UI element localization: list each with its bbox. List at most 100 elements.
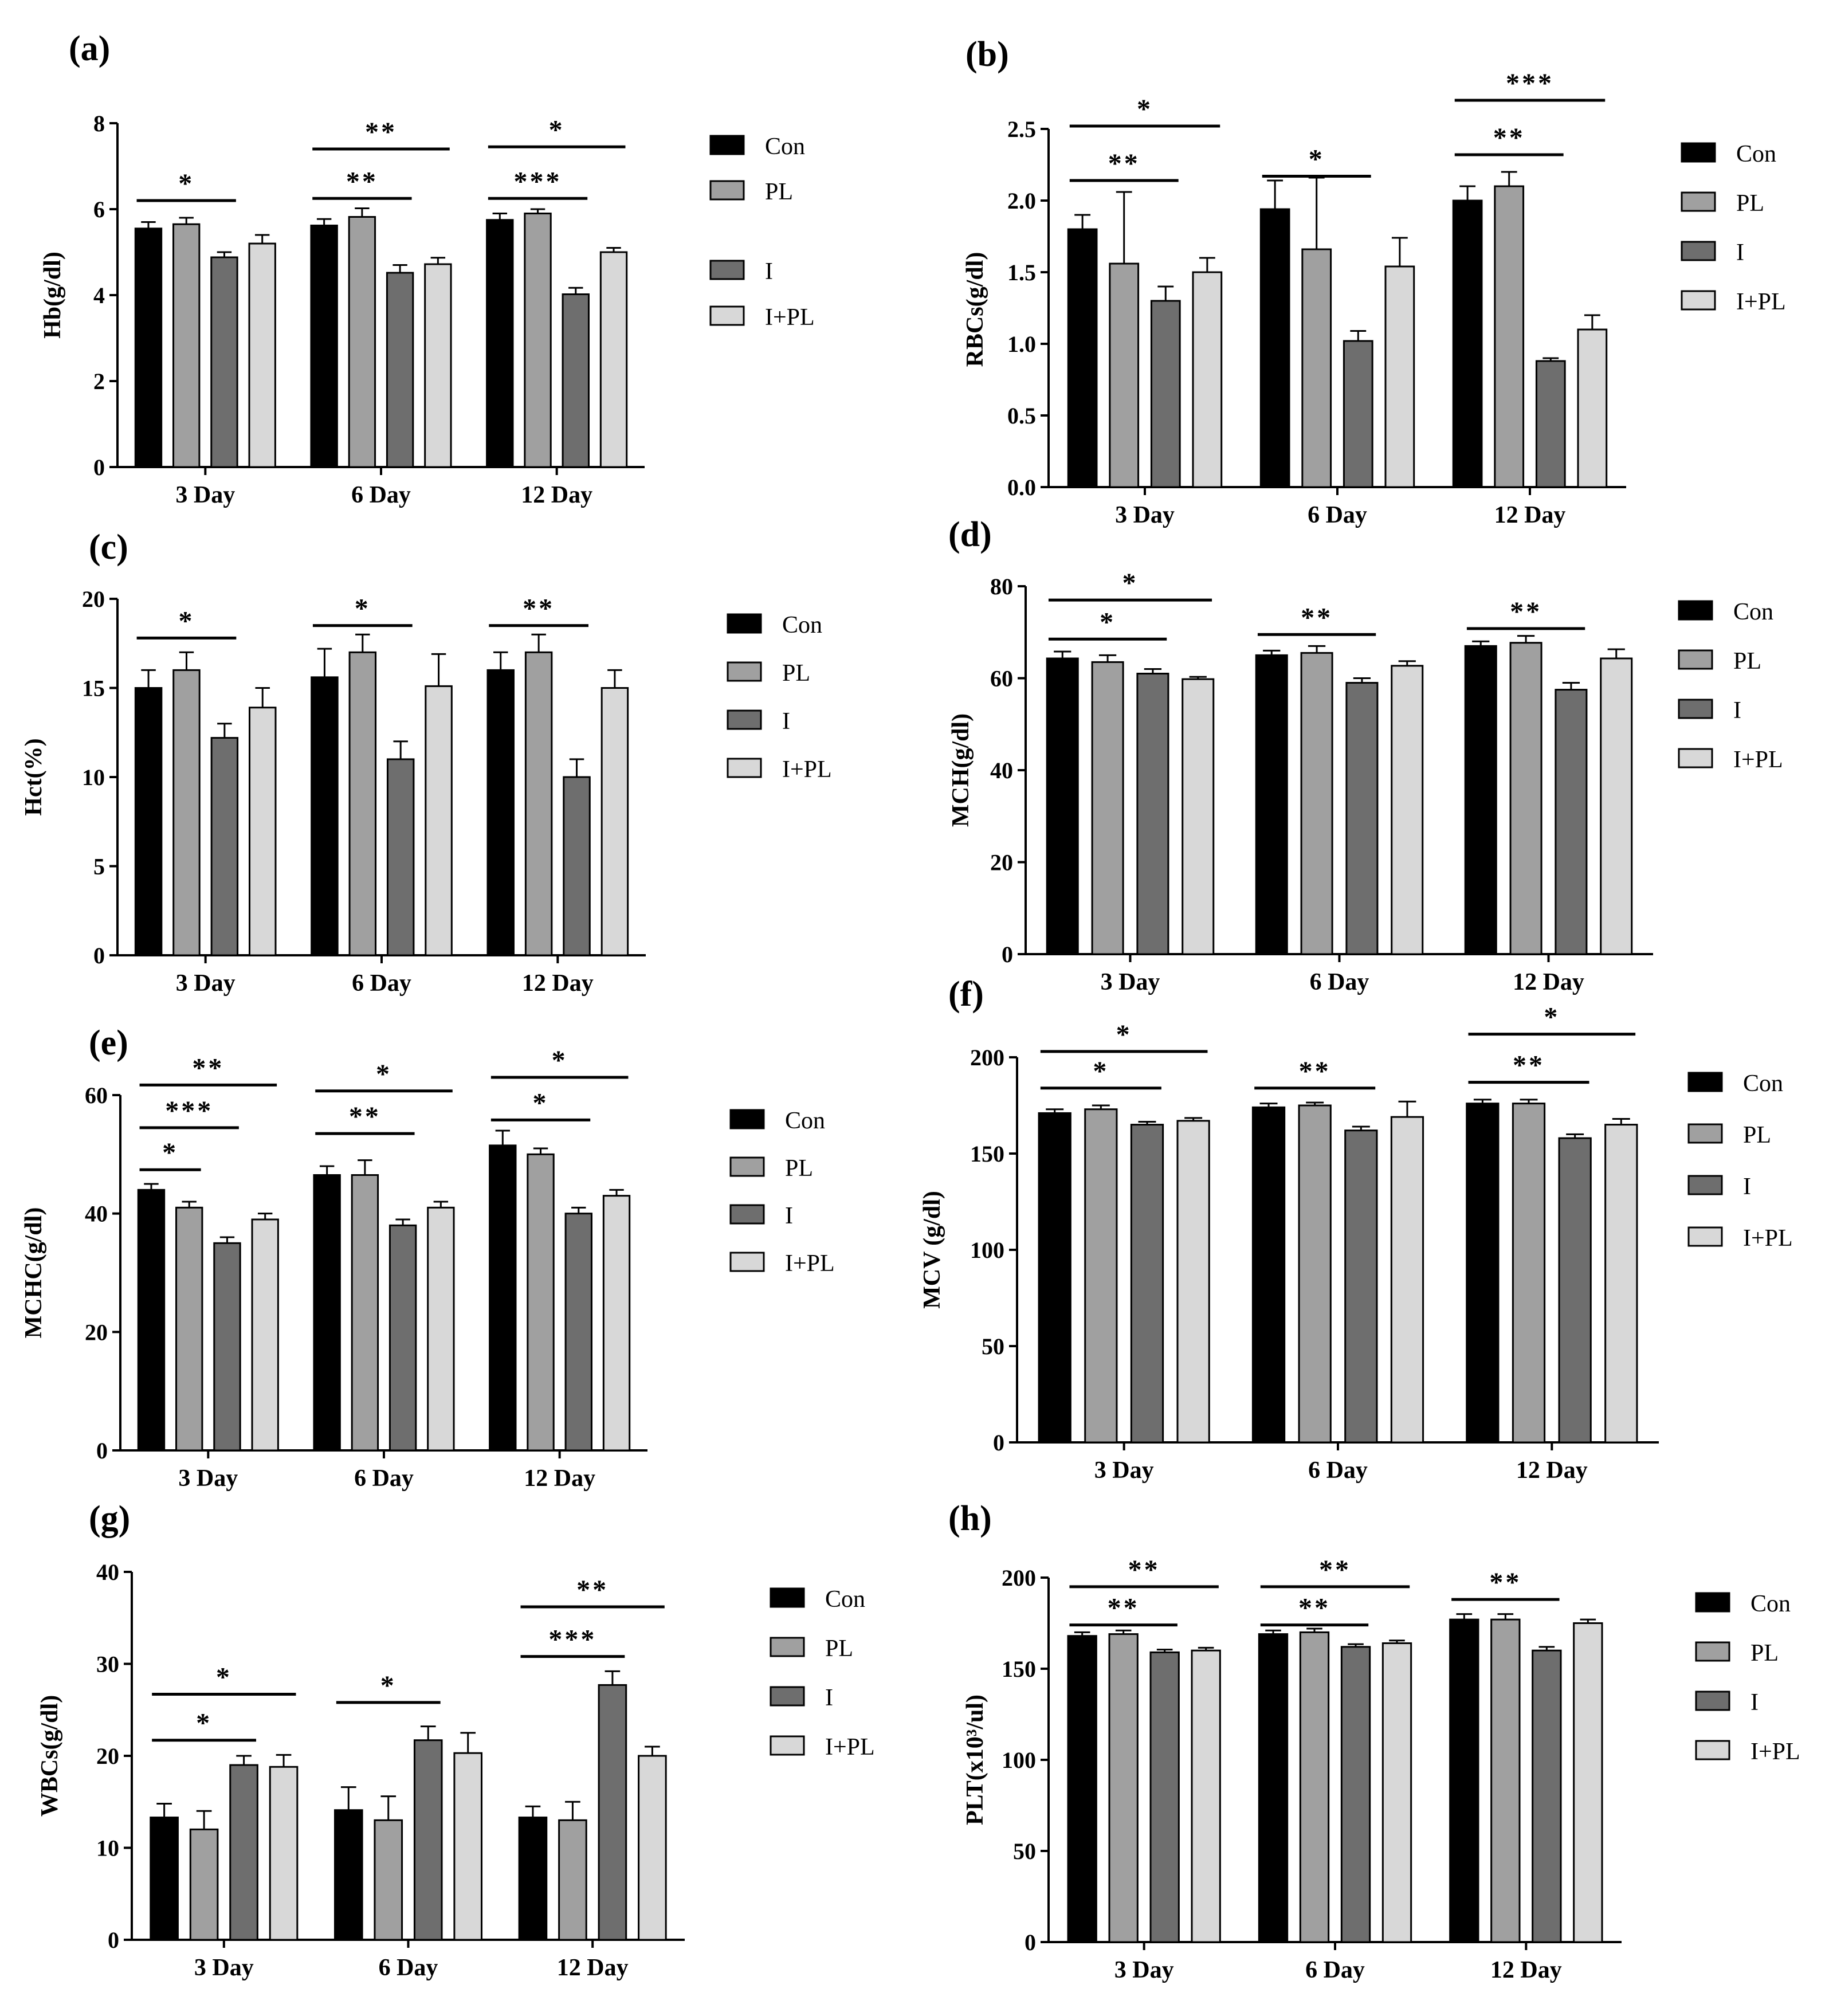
panel-h: (h) PLT(x10³/ul) 0 50 100 150 200 3 Day 6 Day 12 … bbox=[948, 1499, 1800, 1983]
legend-label: Con bbox=[765, 134, 805, 160]
bar-pl bbox=[348, 216, 376, 468]
bar-pl bbox=[527, 1153, 555, 1452]
significance-marker: *** bbox=[1506, 68, 1554, 99]
bar-i bbox=[1136, 672, 1169, 955]
legend-label: I bbox=[785, 1203, 793, 1229]
legend-swatch bbox=[1695, 1592, 1730, 1613]
significance-marker: ** bbox=[365, 117, 397, 147]
significance-marker: ** bbox=[1128, 1555, 1160, 1585]
legend-label: I bbox=[825, 1685, 833, 1711]
bar-pl bbox=[1490, 1618, 1521, 1943]
bar-con bbox=[486, 669, 515, 956]
legend-swatch bbox=[770, 1686, 805, 1707]
y-tick-label: 60 bbox=[990, 666, 1013, 692]
legend-swatch bbox=[1678, 748, 1713, 768]
significance-marker: ** bbox=[1493, 123, 1525, 153]
significance-marker: * bbox=[376, 1059, 392, 1089]
bar-con bbox=[1464, 645, 1497, 955]
legend-swatch bbox=[729, 1204, 765, 1225]
significance-marker: * bbox=[533, 1088, 549, 1118]
bar-i-plus-pl bbox=[1381, 1642, 1412, 1943]
legend-label: I bbox=[782, 708, 790, 735]
y-axis-label: MCHC(g/dl) bbox=[21, 1207, 47, 1339]
legend-swatch bbox=[729, 1156, 765, 1177]
significance-marker: *** bbox=[548, 1625, 596, 1655]
significance-marker: * bbox=[196, 1708, 212, 1739]
bar-pl bbox=[1300, 652, 1333, 955]
y-tick-label: 2.0 bbox=[1007, 188, 1036, 214]
bar-con bbox=[333, 1809, 363, 1941]
legend-label: Con bbox=[782, 612, 822, 638]
bar-pl bbox=[1509, 642, 1542, 955]
bar-pl bbox=[524, 213, 552, 468]
bar-i-plus-pl bbox=[1600, 657, 1633, 955]
panel-label: (b) bbox=[965, 35, 1009, 74]
significance-marker: * bbox=[1122, 568, 1139, 598]
legend-swatch bbox=[1678, 699, 1713, 719]
x-tick-label: 3 Day bbox=[1094, 1457, 1154, 1484]
x-tick-label: 6 Day bbox=[1308, 1457, 1368, 1484]
significance-marker: ** bbox=[1298, 1593, 1330, 1623]
legend-label: Con bbox=[785, 1108, 825, 1134]
bar-pl bbox=[1301, 248, 1332, 488]
x-tick-label: 12 Day bbox=[522, 970, 594, 997]
bar-i-plus-pl bbox=[269, 1766, 299, 1941]
bar-con bbox=[150, 1817, 179, 1941]
y-tick-label: 20 bbox=[85, 1319, 108, 1345]
y-tick-label: 0.0 bbox=[1007, 474, 1036, 500]
legend-label: Con bbox=[825, 1586, 865, 1613]
bar-con bbox=[1258, 1633, 1289, 1943]
significance-marker: ** bbox=[1301, 602, 1333, 633]
x-tick-label: 6 Day bbox=[379, 1955, 438, 1981]
bar-i bbox=[386, 758, 415, 956]
bar-pl bbox=[351, 1174, 379, 1452]
bar-i bbox=[1344, 1129, 1378, 1444]
bar-con bbox=[134, 687, 163, 956]
y-tick-label: 40 bbox=[990, 758, 1013, 783]
bar-i bbox=[210, 256, 238, 468]
y-tick-label: 1.5 bbox=[1007, 260, 1036, 285]
panel-label: (h) bbox=[948, 1499, 992, 1538]
bar-i-plus-pl bbox=[1577, 328, 1608, 488]
bar-pl bbox=[524, 651, 553, 956]
y-tick-label: 0 bbox=[1025, 1929, 1036, 1955]
legend-swatch bbox=[727, 709, 762, 730]
legend-label: I+PL bbox=[1736, 289, 1786, 315]
x-tick-label: 12 Day bbox=[1516, 1457, 1588, 1484]
legend-label: Con bbox=[1733, 599, 1773, 625]
legend-swatch bbox=[1681, 142, 1716, 163]
bar-con bbox=[1251, 1106, 1286, 1444]
bar-con bbox=[1067, 228, 1098, 488]
panel-label: (d) bbox=[948, 515, 992, 554]
y-tick-label: 20 bbox=[990, 850, 1013, 876]
bar-pl bbox=[1109, 262, 1140, 488]
bar-i bbox=[1535, 360, 1566, 488]
x-tick-label: 6 Day bbox=[1305, 1957, 1365, 1983]
bar-i bbox=[563, 776, 591, 956]
bar-pl bbox=[1299, 1631, 1330, 1943]
y-tick-label: 0 bbox=[1002, 942, 1013, 967]
y-tick-label: 50 bbox=[982, 1333, 1004, 1359]
bar-pl bbox=[189, 1828, 219, 1941]
bar-i-plus-pl bbox=[599, 251, 628, 468]
significance-marker: * bbox=[355, 594, 371, 624]
y-tick-label: 10 bbox=[96, 1835, 119, 1861]
significance-marker: * bbox=[178, 168, 194, 199]
y-tick-label: 20 bbox=[82, 586, 105, 612]
legend-label: PL bbox=[782, 660, 810, 687]
legend-swatch bbox=[729, 1252, 765, 1272]
bar-i-plus-pl bbox=[602, 1195, 631, 1452]
legend-label: I+PL bbox=[785, 1250, 835, 1277]
legend-label: PL bbox=[1750, 1640, 1779, 1666]
significance-marker: ** bbox=[1108, 1593, 1140, 1623]
significance-marker: * bbox=[1116, 1019, 1132, 1050]
y-tick-label: 100 bbox=[970, 1237, 1004, 1263]
y-axis-label: Hb(g/dl) bbox=[40, 252, 66, 339]
y-tick-label: 0 bbox=[993, 1430, 1004, 1456]
y-tick-label: 40 bbox=[85, 1201, 108, 1227]
y-tick-label: 80 bbox=[990, 574, 1013, 599]
bar-i bbox=[1343, 340, 1373, 488]
